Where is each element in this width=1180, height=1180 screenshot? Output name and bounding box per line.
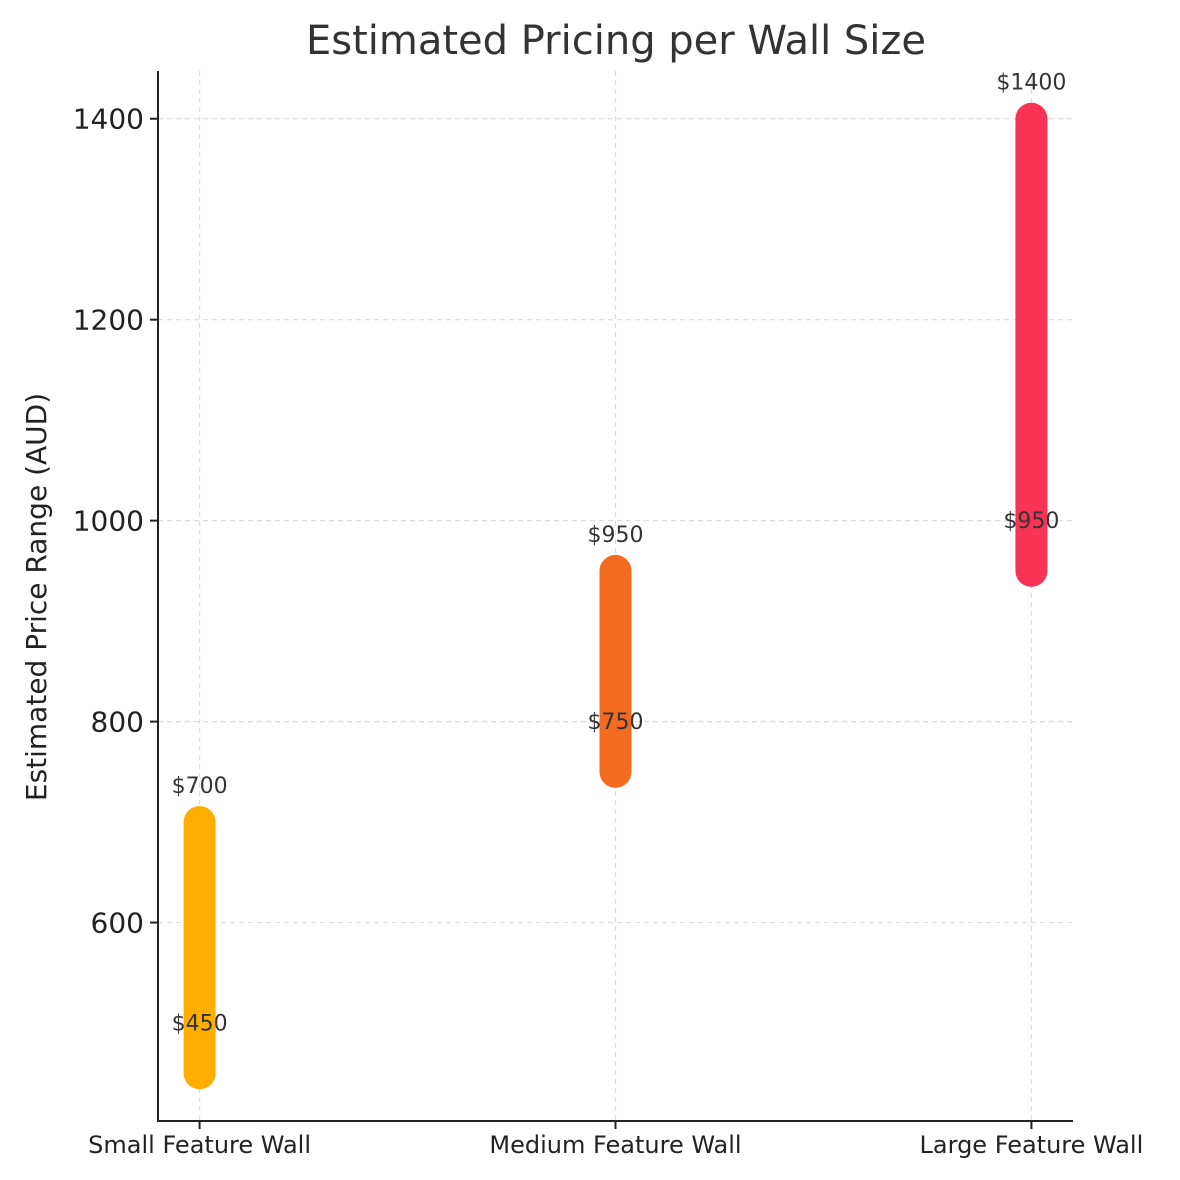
high-value-label: $700: [172, 774, 228, 799]
y-axis-label: Estimated Price Range (AUD): [20, 393, 53, 801]
x-tick-label: Small Feature Wall: [88, 1131, 311, 1159]
y-tick-label: 1200: [73, 304, 144, 337]
low-value-label: $950: [1003, 509, 1059, 534]
x-tick-label: Medium Feature Wall: [489, 1131, 741, 1159]
y-tick-label: 600: [91, 907, 144, 940]
low-value-label: $450: [172, 1011, 228, 1036]
x-tick-label: Large Feature Wall: [920, 1131, 1144, 1159]
y-tick-label: 1000: [73, 505, 144, 538]
high-value-label: $1400: [996, 71, 1066, 96]
y-tick-label: 800: [91, 706, 144, 739]
chart-title: Estimated Pricing per Wall Size: [306, 18, 926, 64]
low-value-label: $750: [588, 710, 644, 735]
high-value-label: $950: [588, 523, 644, 548]
y-tick-label: 1400: [73, 103, 144, 136]
